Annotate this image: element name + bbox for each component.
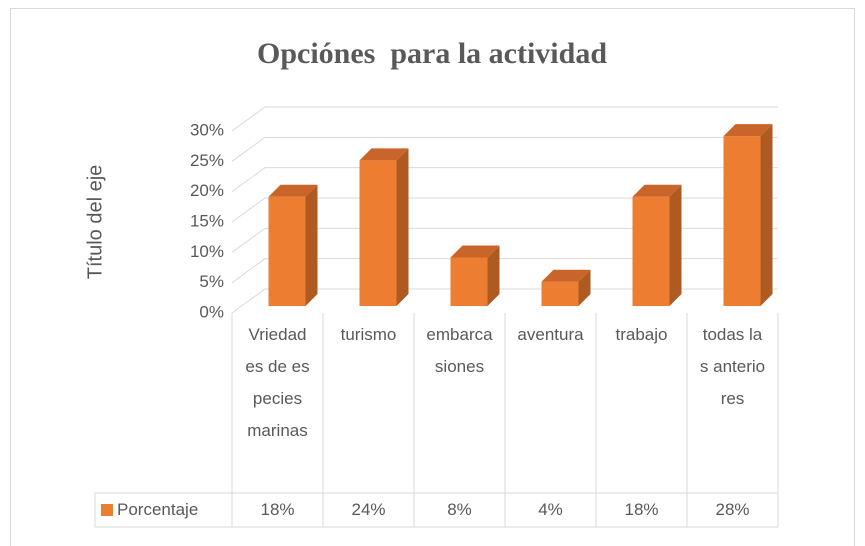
y-tick-label: 30% [190, 120, 224, 139]
y-tick-label: 5% [199, 272, 224, 291]
bar-side [487, 245, 500, 306]
bar-front [268, 196, 306, 306]
bar [359, 148, 409, 306]
x-tick-label: trabajo [615, 325, 668, 344]
legend-label: Porcentaje [117, 500, 199, 519]
y-axis-title: Título del eje [84, 165, 106, 280]
y-tick-label: 25% [190, 151, 224, 170]
bar-side [669, 184, 682, 306]
x-tick-label: embarcasiones [426, 325, 493, 376]
bar-front [632, 196, 670, 306]
bar-top [632, 184, 682, 197]
grid-line [231, 197, 778, 223]
bar-front [450, 257, 488, 306]
bar [723, 124, 773, 306]
x-tick-label: aventura [517, 325, 584, 344]
bar-side [396, 148, 409, 306]
grid-line [231, 258, 778, 284]
chart-border [10, 8, 855, 546]
bar [541, 269, 591, 306]
grid-line [231, 227, 778, 253]
x-tick-label: Vriedades de especies marinas [245, 325, 310, 440]
bar [632, 184, 682, 306]
y-tick-label: 20% [190, 181, 224, 200]
bar-top [450, 245, 500, 258]
grid-line [231, 167, 778, 193]
bar [450, 245, 500, 306]
bar-side [578, 269, 591, 306]
data-label: 8% [447, 500, 472, 519]
y-tick-label: 10% [190, 242, 224, 261]
grid-line [231, 106, 778, 132]
grid-line [231, 136, 778, 162]
bar-front [359, 160, 397, 306]
bar-top [541, 269, 591, 282]
bar [268, 184, 318, 306]
bar-top [268, 184, 318, 197]
data-label: 28% [715, 500, 750, 519]
x-tick-label: turismo [340, 325, 397, 344]
chart-title: Opciónes para la actividad [257, 37, 607, 70]
bar-front [723, 136, 761, 306]
bar-top [723, 124, 773, 137]
data-label: 18% [260, 500, 295, 519]
y-tick-label: 15% [190, 211, 224, 230]
x-tick-label: todas las anteriores [699, 325, 766, 408]
data-label: 4% [538, 500, 563, 519]
bar-side [305, 184, 318, 306]
data-label: 18% [624, 500, 659, 519]
y-tick-label: 0% [199, 302, 224, 321]
data-label: 24% [351, 500, 386, 519]
grid-line [231, 288, 778, 314]
bar-side [760, 124, 773, 306]
bar-top [359, 148, 409, 161]
legend-swatch [101, 504, 113, 516]
bar-front [541, 281, 579, 306]
